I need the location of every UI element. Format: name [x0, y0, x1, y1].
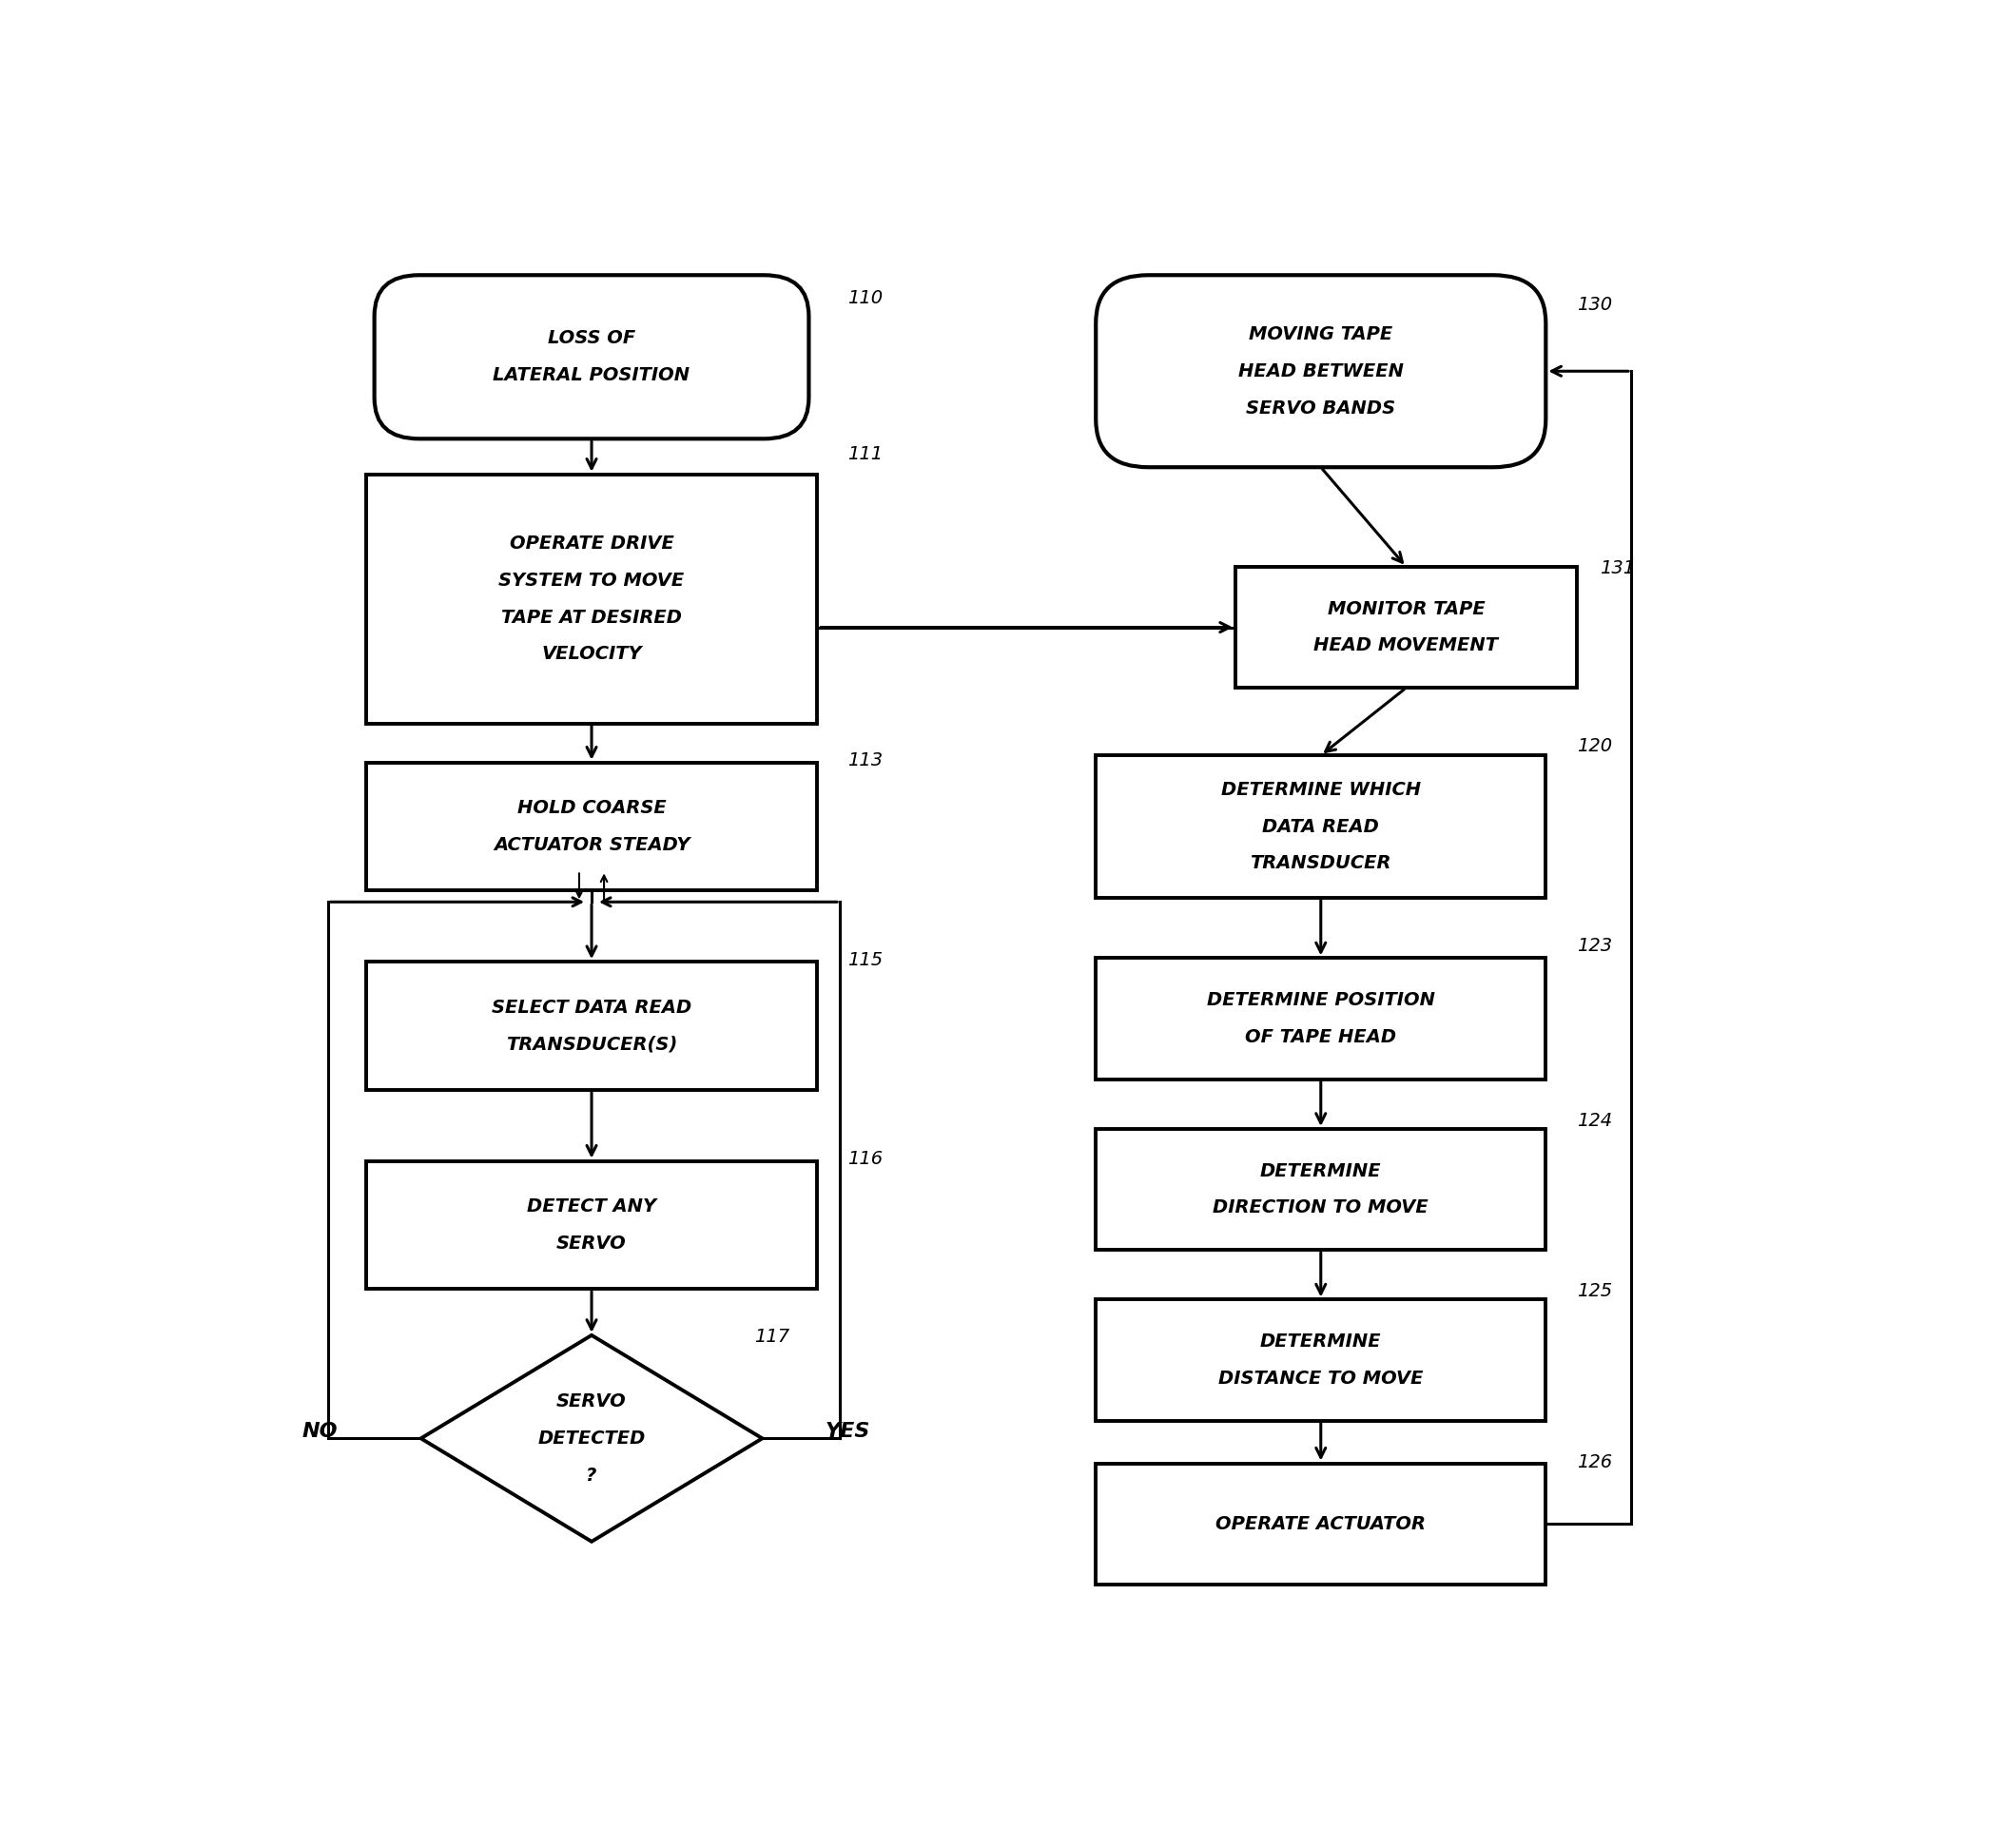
- Text: 111: 111: [847, 445, 883, 464]
- Text: 116: 116: [847, 1149, 883, 1168]
- Text: HEAD MOVEMENT: HEAD MOVEMENT: [1313, 638, 1497, 654]
- Text: MOVING TAPE: MOVING TAPE: [1249, 325, 1393, 344]
- Text: 115: 115: [847, 950, 883, 968]
- FancyBboxPatch shape: [374, 275, 809, 438]
- Text: SELECT DATA READ: SELECT DATA READ: [492, 998, 691, 1016]
- Bar: [1095, 1129, 1546, 1249]
- Text: 123: 123: [1578, 937, 1612, 955]
- Text: TRANSDUCER(S): TRANSDUCER(S): [507, 1035, 677, 1053]
- Text: OPERATE ACTUATOR: OPERATE ACTUATOR: [1215, 1515, 1425, 1532]
- Text: SERVO: SERVO: [557, 1393, 627, 1410]
- Bar: [1095, 756, 1546, 898]
- Bar: [366, 961, 817, 1090]
- Text: DETECTED: DETECTED: [539, 1429, 645, 1447]
- Text: DETERMINE: DETERMINE: [1259, 1332, 1381, 1351]
- Text: ACTUATOR STEADY: ACTUATOR STEADY: [492, 835, 691, 854]
- Bar: [366, 763, 817, 891]
- Text: HEAD BETWEEN: HEAD BETWEEN: [1237, 362, 1403, 381]
- Bar: [1095, 1299, 1546, 1421]
- Text: MONITOR TAPE: MONITOR TAPE: [1327, 601, 1485, 617]
- Text: DETERMINE WHICH: DETERMINE WHICH: [1221, 780, 1421, 798]
- Text: 110: 110: [847, 288, 883, 307]
- Text: 125: 125: [1578, 1283, 1612, 1301]
- Bar: [1095, 1464, 1546, 1584]
- Text: 124: 124: [1578, 1111, 1612, 1129]
- Text: 117: 117: [755, 1329, 791, 1345]
- Text: 120: 120: [1578, 737, 1612, 756]
- Text: LOSS OF: LOSS OF: [549, 329, 635, 347]
- Bar: [1095, 957, 1546, 1079]
- Text: SERVO BANDS: SERVO BANDS: [1245, 399, 1395, 418]
- Text: DATA READ: DATA READ: [1263, 817, 1379, 835]
- Text: VELOCITY: VELOCITY: [541, 645, 643, 663]
- FancyBboxPatch shape: [1095, 275, 1546, 468]
- Text: SYSTEM TO MOVE: SYSTEM TO MOVE: [498, 571, 685, 590]
- Text: DIRECTION TO MOVE: DIRECTION TO MOVE: [1213, 1199, 1429, 1216]
- Text: DETECT ANY: DETECT ANY: [527, 1198, 657, 1216]
- Bar: [366, 475, 817, 723]
- Text: NO: NO: [302, 1421, 338, 1441]
- Text: 113: 113: [847, 752, 883, 769]
- Bar: [1235, 567, 1578, 687]
- Text: OPERATE DRIVE: OPERATE DRIVE: [509, 534, 675, 553]
- Text: LATERAL POSITION: LATERAL POSITION: [492, 366, 691, 384]
- Text: 130: 130: [1578, 296, 1612, 314]
- Text: DETERMINE POSITION: DETERMINE POSITION: [1207, 991, 1435, 1009]
- Text: TRANSDUCER: TRANSDUCER: [1249, 854, 1391, 872]
- Text: OF TAPE HEAD: OF TAPE HEAD: [1245, 1027, 1397, 1046]
- Bar: [366, 1161, 817, 1290]
- Polygon shape: [420, 1336, 763, 1541]
- Text: YES: YES: [825, 1421, 871, 1441]
- Text: HOLD COARSE: HOLD COARSE: [517, 798, 667, 817]
- Text: DETERMINE: DETERMINE: [1259, 1162, 1381, 1181]
- Text: TAPE AT DESIRED: TAPE AT DESIRED: [500, 608, 683, 626]
- Text: 126: 126: [1578, 1453, 1612, 1471]
- Text: DISTANCE TO MOVE: DISTANCE TO MOVE: [1219, 1369, 1423, 1388]
- Text: 131: 131: [1600, 560, 1636, 577]
- Text: SERVO: SERVO: [557, 1234, 627, 1253]
- Text: ?: ?: [587, 1465, 597, 1484]
